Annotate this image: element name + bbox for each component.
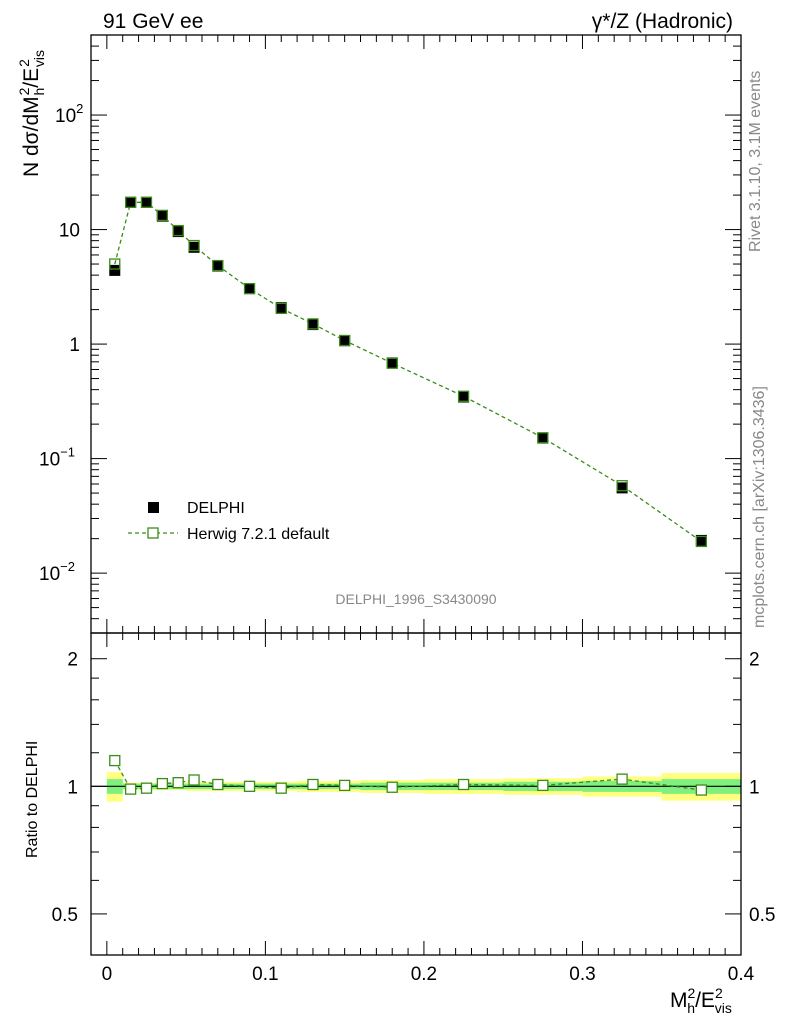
- mc-point: [537, 432, 549, 444]
- ratio-mc-point: [156, 777, 168, 790]
- ratio-mc-point: [537, 779, 549, 792]
- y-tick-label: 10: [59, 221, 80, 242]
- y-tick-label: 10−2: [39, 559, 75, 585]
- mc-point: [140, 196, 153, 208]
- main-panel: 10−2 10−1 1 10 102: [39, 34, 742, 955]
- x-tick-label: 0: [102, 964, 113, 985]
- ratio-mc-point: [243, 780, 256, 792]
- ratio-y-tick-label: 1: [67, 777, 78, 798]
- ratio-mc-point: [457, 778, 470, 791]
- x-tick-label: 0.2: [411, 964, 437, 985]
- process-label: γ*/Z (Hadronic): [592, 10, 733, 33]
- legend-data-marker: [148, 502, 159, 513]
- data-point: [386, 357, 398, 369]
- data-point: [212, 260, 224, 272]
- energy-label: 91 GeV ee: [103, 10, 203, 33]
- mc-point: [616, 480, 628, 492]
- ratio-y-tick-label: 2: [67, 650, 78, 671]
- ratio-panel: 0 0.1 0.2 0.3 0.4 0.5 0.5 1 1 2 2: [52, 619, 775, 985]
- x-tick-label: 0.4: [728, 964, 755, 985]
- ratio-mc-point: [172, 777, 184, 789]
- data-point: [125, 196, 137, 208]
- ratio-y-tick-label-right: 1: [749, 777, 760, 798]
- data-point: [616, 482, 628, 494]
- legend-mc-marker: [147, 527, 159, 539]
- mc-point: [156, 209, 168, 222]
- ratio-mc-point: [140, 782, 153, 794]
- ratio-y-tick-label-right: 0.5: [749, 905, 775, 926]
- data-point: [188, 241, 200, 253]
- ratio-mc-point: [386, 781, 398, 793]
- ratio-y-axis-label: Ratio to DELPHI: [24, 741, 41, 858]
- main-y-axis-label: N dσ/dM2h/E2vis: [16, 50, 47, 177]
- mc-point: [109, 258, 121, 270]
- x-tick-label: 0.3: [569, 964, 595, 985]
- ratio-mc-point: [188, 774, 200, 786]
- data-point: [140, 196, 152, 208]
- mc-point: [386, 357, 398, 369]
- data-point: [537, 432, 549, 444]
- ratio-y-tick-label-right: 2: [749, 650, 760, 671]
- mc-series-line: [114, 201, 702, 542]
- ratio-mc-point: [109, 754, 121, 767]
- data-point: [458, 391, 470, 403]
- ratio-mc-point: [307, 778, 319, 791]
- legend-data-label: DELPHI: [187, 500, 245, 517]
- mc-point: [172, 224, 184, 237]
- legend: DELPHI Herwig 7.2.1 default: [128, 500, 330, 543]
- mc-point: [243, 282, 256, 295]
- ratio-mc-point: [695, 784, 708, 796]
- mcplots-label: mcplots.cern.ch [arXiv:1306.3436]: [751, 386, 768, 628]
- data-point: [275, 302, 287, 314]
- rivet-version-label: Rivet 3.1.10, 3.1M events: [747, 71, 764, 252]
- mc-point: [339, 334, 351, 347]
- ratio-mc-point: [124, 783, 137, 795]
- mc-point: [695, 535, 708, 548]
- mc-point: [307, 318, 319, 330]
- mc-point: [212, 259, 224, 272]
- ratio-mc-line: [114, 760, 702, 791]
- y-tick-label: 102: [55, 101, 83, 127]
- ratio-mc-point: [212, 778, 224, 791]
- y-tick-label: 1: [69, 335, 80, 356]
- ratio-frame: [90, 632, 742, 956]
- data-point: [172, 226, 184, 238]
- main-frame: [90, 34, 742, 634]
- data-point: [156, 210, 168, 222]
- ratio-mc-point: [339, 779, 351, 792]
- data-point: [244, 283, 256, 295]
- x-tick-label: 0.1: [252, 964, 278, 985]
- data-point: [339, 335, 351, 347]
- ratio-mc-point: [275, 782, 287, 794]
- data-point: [695, 534, 707, 546]
- x-axis-label: M2 h/E2 vis: [670, 985, 732, 1016]
- mc-point: [124, 196, 137, 208]
- mc-point: [188, 239, 200, 252]
- data-point: [307, 319, 319, 331]
- legend-mc-label: Herwig 7.2.1 default: [187, 526, 330, 543]
- mc-point: [275, 302, 287, 315]
- ratio-mc-point: [616, 773, 628, 785]
- y-tick-label: 10−1: [39, 445, 75, 471]
- mc-point: [457, 390, 470, 402]
- data-point: [109, 264, 121, 276]
- ratio-y-tick-label: 0.5: [52, 905, 78, 926]
- analysis-label: DELPHI_1996_S3430090: [335, 591, 496, 607]
